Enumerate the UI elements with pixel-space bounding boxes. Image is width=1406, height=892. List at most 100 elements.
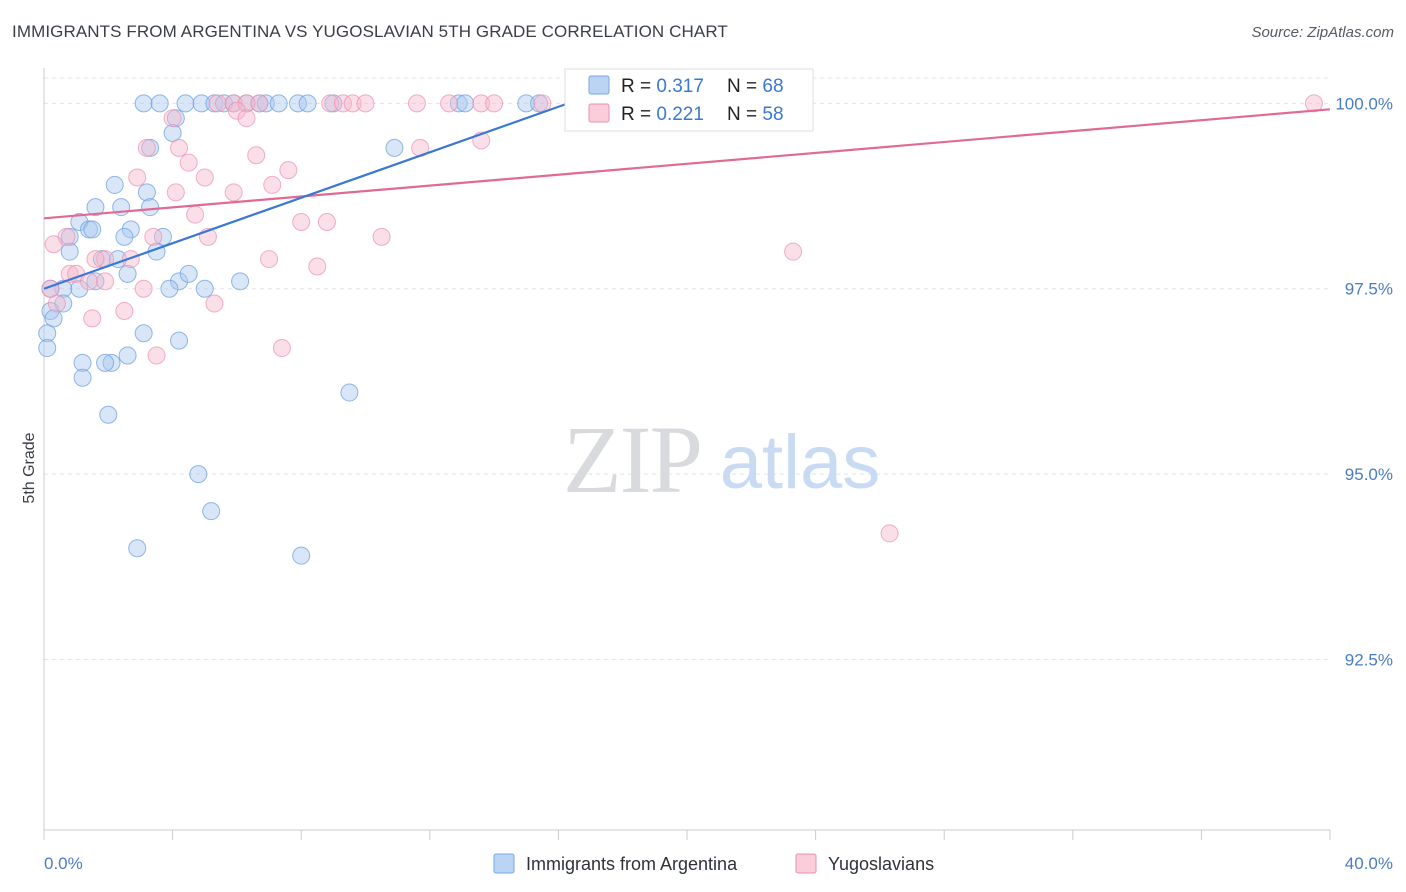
data-point-argentina [160, 279, 179, 298]
data-point-argentina [137, 183, 156, 202]
trend-line-yugoslavians [43, 108, 1331, 220]
data-point-argentina [44, 309, 63, 328]
legend-pink-r-label: R = [621, 104, 656, 125]
data-point-argentina [96, 353, 115, 372]
bottom-legend-swatch-yugoslavians [795, 853, 817, 874]
data-point-yugoslavians [372, 227, 391, 246]
data-point-yugoslavians [144, 227, 163, 246]
data-point-yugoslavians [208, 94, 227, 113]
data-point-argentina [102, 353, 121, 372]
bottom-legend-label-yugoslavians: Yugoslavians [828, 854, 934, 874]
data-point-argentina [269, 94, 288, 113]
data-point-argentina [288, 94, 307, 113]
data-point-argentina [150, 94, 169, 113]
data-point-yugoslavians [247, 146, 266, 165]
bottom-legend-swatch-argentina [493, 853, 515, 874]
legend-blue-r-label: R = [621, 76, 656, 97]
data-point-argentina [105, 175, 124, 194]
bottom-legend-label-argentina: Immigrants from Argentina [526, 854, 738, 874]
data-point-yugoslavians [83, 309, 102, 328]
y-tick-label: 92.5% [1345, 650, 1393, 669]
data-point-yugoslavians [186, 205, 205, 224]
data-point-yugoslavians [47, 294, 66, 313]
data-point-yugoslavians [44, 235, 63, 254]
gridlines: 92.5% 95.0% 97.5% 100.0% [44, 77, 1393, 669]
data-point-argentina [163, 124, 182, 143]
data-point-argentina [517, 94, 536, 113]
trend-line-argentina [43, 102, 569, 290]
data-point-argentina [231, 272, 250, 291]
data-point-argentina [73, 368, 92, 387]
data-point-yugoslavians [137, 138, 156, 157]
data-point-yugoslavians [237, 94, 256, 113]
series-legend: Immigrants from Argentina Yugoslavians [493, 853, 934, 874]
data-point-yugoslavians [163, 109, 182, 128]
data-point-argentina [340, 383, 359, 402]
data-point-yugoslavians [784, 242, 803, 261]
data-point-yugoslavians [279, 161, 298, 180]
series-yugoslavians [41, 94, 1323, 543]
data-point-yugoslavians [292, 213, 311, 231]
svg-text:R = 0.221: R = 0.221 [621, 104, 704, 125]
data-point-yugoslavians [263, 175, 282, 194]
data-point-yugoslavians [166, 183, 185, 202]
data-point-argentina [141, 198, 160, 217]
data-point-argentina [153, 227, 172, 246]
data-point-yugoslavians [227, 101, 246, 120]
data-point-argentina [170, 272, 189, 291]
data-point-yugoslavians [308, 257, 327, 276]
svg-text:N = 58: N = 58 [727, 104, 784, 125]
data-point-yugoslavians [260, 250, 279, 269]
data-point-argentina [179, 264, 198, 283]
data-point-yugoslavians [317, 213, 336, 231]
data-point-argentina [134, 94, 153, 113]
data-point-argentina [195, 279, 214, 298]
data-point-yugoslavians [179, 153, 198, 172]
y-tick-label: 95.0% [1345, 465, 1393, 484]
stats-legend: R = 0.317 N = 68 R = 0.221 N = 58 [564, 68, 814, 132]
data-point-argentina [256, 94, 275, 113]
legend-swatch-pink [588, 103, 610, 123]
data-point-yugoslavians [237, 109, 256, 128]
data-point-argentina [38, 324, 57, 343]
data-point-argentina [121, 220, 140, 239]
data-point-argentina [118, 346, 137, 365]
data-point-argentina [189, 465, 208, 484]
watermark-zip: ZIP [563, 406, 701, 513]
legend-pink-r-value: 0.221 [656, 104, 704, 125]
trend-lines [43, 102, 1331, 290]
y-axis-title: 5th Grade [21, 432, 38, 503]
data-point-argentina [170, 331, 189, 350]
data-point-argentina [83, 220, 102, 239]
data-point-yugoslavians [147, 346, 166, 365]
data-point-argentina [86, 272, 105, 291]
data-point-yugoslavians [472, 94, 491, 113]
data-point-argentina [385, 138, 404, 157]
data-point-argentina [298, 94, 317, 113]
data-point-argentina [38, 339, 57, 358]
y-tick-label: 97.5% [1345, 280, 1393, 299]
data-point-argentina [134, 324, 153, 343]
data-point-argentina [86, 198, 105, 217]
data-point-argentina [70, 279, 89, 298]
data-point-argentina [456, 94, 475, 113]
chart-title: IMMIGRANTS FROM ARGENTINA VS YUGOSLAVIAN… [12, 22, 728, 41]
data-point-argentina [192, 94, 211, 113]
x-tick-label-min: 0.0% [44, 854, 83, 873]
data-point-argentina [449, 94, 468, 113]
svg-text:N = 68: N = 68 [727, 76, 784, 97]
data-point-argentina [292, 546, 311, 565]
data-point-yugoslavians [115, 301, 134, 320]
data-point-argentina [202, 502, 221, 521]
data-point-yugoslavians [880, 524, 899, 543]
data-point-yugoslavians [250, 94, 269, 113]
data-point-yugoslavians [485, 94, 504, 113]
data-point-yugoslavians [205, 294, 224, 313]
svg-text:R = 0.317: R = 0.317 [621, 76, 704, 97]
data-point-argentina [99, 405, 118, 424]
data-point-yugoslavians [96, 272, 115, 291]
legend-pink-n-value: 58 [762, 104, 783, 125]
watermark-atlas: atlas [720, 420, 881, 505]
data-point-yugoslavians [224, 183, 243, 202]
